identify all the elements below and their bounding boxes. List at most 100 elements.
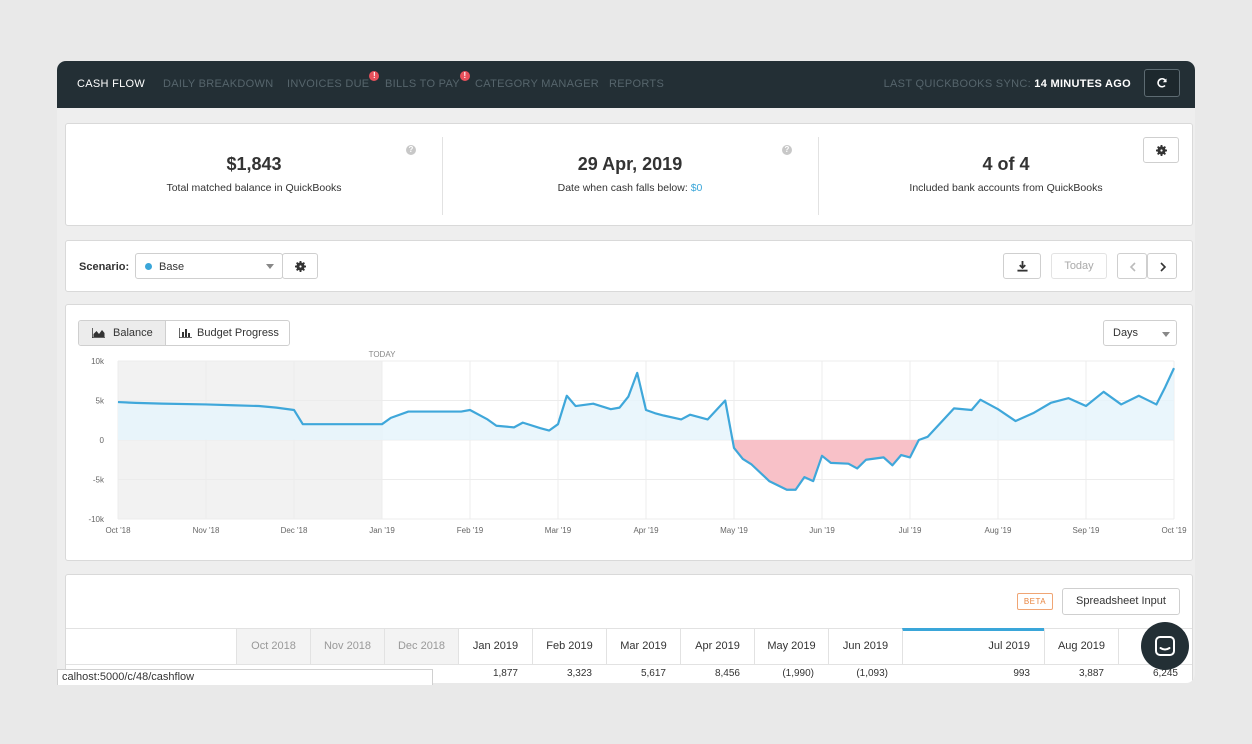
- bills-alert-badge: !: [459, 71, 470, 81]
- app-window: Cash Flow Daily Breakdown Invoices Due !…: [57, 61, 1195, 683]
- summary-panel: $1,843 Total matched balance in QuickBoo…: [65, 123, 1193, 226]
- nav-invoices-due[interactable]: Invoices Due !: [287, 71, 380, 90]
- balance-line: [117, 367, 1175, 491]
- balance-toggle[interactable]: Balance: [79, 321, 165, 345]
- threshold-link[interactable]: $0: [690, 182, 703, 194]
- x-tick-label: May '19: [720, 526, 748, 535]
- x-tick-label: Apr '19: [633, 526, 659, 535]
- x-tick-label: Feb '19: [457, 526, 484, 535]
- area-chart-icon: [92, 328, 105, 338]
- chat-icon: [1155, 636, 1175, 656]
- month-header: Nov 2018: [310, 628, 384, 664]
- today-button[interactable]: Today: [1051, 253, 1107, 279]
- divider: [442, 137, 443, 215]
- stat-cash-date: 29 Apr, 2019 Date when cash falls below:…: [442, 124, 818, 225]
- negative-area: [118, 440, 1174, 490]
- chevron-down-icon: [1162, 332, 1170, 337]
- chevron-down-icon: [266, 264, 274, 269]
- chat-launcher-button[interactable]: [1141, 622, 1189, 670]
- chart-panel: 10k 5k 0 -5k -10k Oct '18 Nov '18 Dec '18 Jan '1…: [65, 304, 1193, 561]
- budget-progress-toggle[interactable]: Budget Progress: [165, 321, 289, 345]
- scenario-select[interactable]: Base: [135, 253, 283, 279]
- stat-bank-accounts: 4 of 4 Included bank accounts from Quick…: [818, 124, 1194, 225]
- nav-reports[interactable]: Reports: [609, 78, 665, 90]
- x-tick-label: Sep '19: [1073, 526, 1100, 535]
- refresh-icon: [1157, 78, 1167, 88]
- stat-balance-value: $1,843: [226, 154, 282, 174]
- period-selected: Days: [1113, 327, 1139, 339]
- month-header: Feb 2019: [532, 628, 606, 664]
- table-cell: 3,323: [566, 668, 592, 679]
- nav-cash-flow[interactable]: Cash Flow: [77, 78, 146, 90]
- x-tick-label: Aug '19: [985, 526, 1012, 535]
- period-select[interactable]: Days: [1103, 320, 1177, 346]
- table-cell: 8,456: [714, 668, 740, 679]
- table-corner-cell: [66, 628, 236, 664]
- x-tick-label: Mar '19: [545, 526, 572, 535]
- stat-cash-date-text: Date when cash falls below:: [557, 182, 691, 194]
- stat-balance-label: Total matched balance in QuickBooks: [166, 182, 342, 194]
- scenario-label: Scenario:: [79, 261, 130, 273]
- table-cell: 6,245: [1152, 668, 1178, 679]
- status-url: calhost:5000/c/48/cashflow: [57, 669, 433, 685]
- sync-button[interactable]: [1144, 69, 1180, 97]
- y-tick-label: 10k: [91, 357, 105, 366]
- y-tick-label: 5k: [96, 397, 105, 406]
- download-button[interactable]: [1003, 253, 1041, 279]
- scenario-color-dot: [145, 263, 152, 270]
- next-button[interactable]: [1147, 253, 1177, 279]
- scenario-selected: Base: [159, 261, 185, 273]
- spreadsheet-panel: BETA Spreadsheet Input Oct 2018 Nov 2018 D…: [65, 574, 1193, 683]
- chart-view-toggle: Balance Budget Progress: [78, 320, 290, 346]
- nav-invoices-due-label: Invoices Due: [287, 78, 370, 90]
- beta-badge: BETA: [1017, 593, 1053, 610]
- gear-icon: [1156, 145, 1167, 156]
- month-header: Jun 2019: [828, 628, 902, 664]
- month-header: Aug 2019: [1044, 628, 1118, 664]
- table-header: Oct 2018 Nov 2018 Dec 2018 Jan 2019 Feb 2019…: [66, 628, 1192, 664]
- table-cell: (1,093): [856, 668, 888, 679]
- stat-balance: $1,843 Total matched balance in QuickBoo…: [66, 124, 442, 225]
- nav-daily-breakdown[interactable]: Daily Breakdown: [163, 78, 274, 90]
- prev-button[interactable]: [1117, 253, 1147, 279]
- sync-status: Last QuickBooks sync: 14 minutes ago: [884, 78, 1131, 90]
- table-cell: 1,877: [492, 668, 518, 679]
- invoices-alert-badge: !: [369, 71, 380, 81]
- table-cell: 3,887: [1078, 668, 1104, 679]
- stat-bank-accounts-label: Included bank accounts from QuickBooks: [909, 182, 1103, 194]
- balance-toggle-label: Balance: [113, 327, 153, 339]
- help-icon[interactable]: ?: [782, 145, 792, 155]
- nav-bills-to-pay-label: Bills to Pay: [385, 78, 460, 90]
- x-tick-label: Jul '19: [899, 526, 922, 535]
- budget-progress-toggle-label: Budget Progress: [197, 327, 279, 339]
- nav-bills-to-pay[interactable]: Bills to Pay !: [385, 71, 470, 90]
- bar-chart-icon: [179, 328, 192, 338]
- month-header: Jul 2019: [902, 628, 1044, 664]
- x-tick-label: Nov '18: [193, 526, 220, 535]
- month-header: May 2019: [754, 628, 828, 664]
- chevron-right-icon: [1160, 262, 1167, 272]
- month-header: Oct 2018: [236, 628, 310, 664]
- x-tick-label: Oct '18: [105, 526, 131, 535]
- y-tick-label: 0: [100, 436, 105, 445]
- scenario-settings-button[interactable]: [282, 253, 318, 279]
- help-icon[interactable]: ?: [406, 145, 416, 155]
- positive-area: [118, 368, 1174, 440]
- today-marker-label: TODAY: [369, 350, 396, 359]
- nav-category-manager[interactable]: Category Manager: [475, 78, 599, 90]
- table-cell: 993: [1013, 668, 1030, 679]
- x-tick-label: Oct '19: [1161, 526, 1187, 535]
- stat-cash-date-label: Date when cash falls below: $0: [442, 182, 818, 194]
- download-icon: [1017, 261, 1028, 272]
- y-tick-label: -10k: [88, 515, 105, 524]
- accounts-settings-button[interactable]: [1143, 137, 1179, 163]
- table-cell: (1,990): [782, 668, 814, 679]
- month-header: Jan 2019: [458, 628, 532, 664]
- table-cell: 5,617: [640, 668, 666, 679]
- month-header: Dec 2018: [384, 628, 458, 664]
- stat-bank-accounts-value: 4 of 4: [982, 154, 1030, 174]
- x-tick-label: Jun '19: [809, 526, 835, 535]
- divider: [818, 137, 819, 215]
- spreadsheet-input-button[interactable]: Spreadsheet Input: [1062, 588, 1180, 615]
